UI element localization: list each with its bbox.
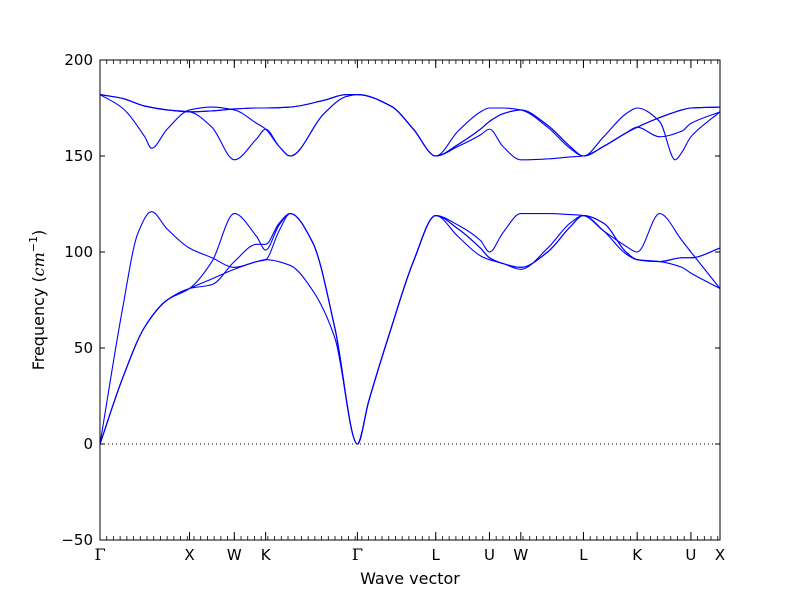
series-layer — [99, 94, 721, 445]
x-tick-label: U — [484, 546, 495, 564]
x-tick-label: K — [261, 546, 272, 564]
x-tick-label: W — [227, 546, 242, 564]
plot-frame — [99, 59, 721, 541]
band-line-4 — [99, 213, 721, 445]
y-tick-label: 50 — [74, 339, 93, 357]
x-tick-label: Γ — [352, 545, 363, 564]
x-tick-label: L — [432, 546, 441, 564]
x-tick-label: X — [715, 546, 725, 564]
y-axis-label-unit: cm — [29, 252, 48, 276]
x-tick-label: X — [184, 546, 194, 564]
y-axis-label: Frequency (cm−1) — [27, 230, 48, 371]
y-tick-label: −50 — [61, 531, 93, 549]
y-axis-label-close: ) — [29, 230, 48, 236]
band-line-2 — [99, 213, 721, 445]
y-tick-label: 200 — [64, 51, 93, 69]
y-tick-label: 150 — [64, 147, 93, 165]
x-tick-label: W — [513, 546, 528, 564]
y-axis-label-exponent: −1 — [27, 236, 40, 252]
x-tick-label: U — [685, 546, 696, 564]
y-axis-label-text: Frequency ( — [29, 276, 48, 370]
y-tick-label: 0 — [83, 435, 93, 453]
band-line-8 — [99, 94, 721, 161]
x-tick-label: K — [632, 546, 643, 564]
x-tick-label: L — [579, 546, 588, 564]
band-line-3 — [99, 211, 721, 445]
x-tick-label: Γ — [94, 545, 105, 564]
y-tick-label: 100 — [64, 243, 93, 261]
band-line-7 — [99, 94, 721, 161]
x-axis-label: Wave vector — [360, 569, 460, 588]
